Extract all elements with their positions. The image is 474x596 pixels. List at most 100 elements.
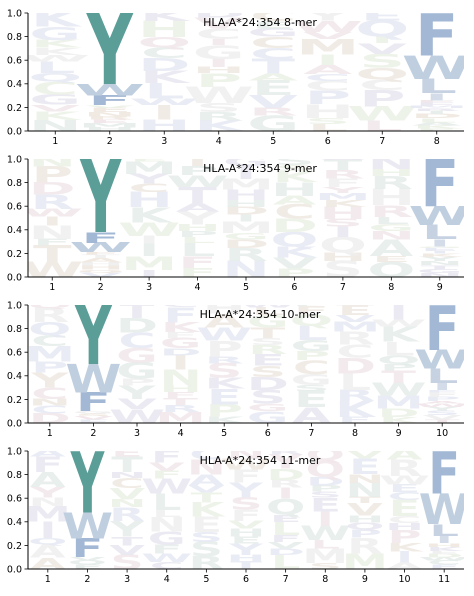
background-letter: S <box>249 336 286 347</box>
background-letter: P <box>31 358 68 376</box>
background-letter: V <box>273 255 317 272</box>
background-letter: D <box>223 237 270 251</box>
x-tick-label: 3 <box>161 136 167 147</box>
background-letter: L <box>180 239 216 260</box>
background-letter: Q <box>290 311 333 330</box>
background-letter: Y <box>268 451 303 473</box>
minor-letter: A <box>423 400 463 404</box>
background-letter: R <box>224 244 268 265</box>
x-tick-label: 3 <box>134 428 140 439</box>
background-letter: T <box>250 325 285 341</box>
plot-area: WTFNIWRDPNIMIIWKHCYMEFFLLPHYATWPINRDGMID… <box>21 154 465 283</box>
background-letter: H <box>319 203 366 223</box>
background-letter: P <box>32 162 73 188</box>
logo-letter-F: F <box>425 294 460 365</box>
background-letter: C <box>150 560 184 571</box>
background-letter: N <box>227 446 266 462</box>
x-tick-label: 2 <box>98 282 104 293</box>
background-letter: R <box>335 328 374 349</box>
y-tick-label: 0.0 <box>7 564 22 575</box>
y-tick-label: 1.0 <box>7 8 22 19</box>
logo-letter-F: F <box>415 2 458 70</box>
background-letter: V <box>347 449 383 461</box>
background-letter: C <box>110 476 144 492</box>
background-letter: A <box>188 472 224 490</box>
minor-letter: S <box>75 413 112 417</box>
background-letter: N <box>368 229 415 242</box>
x-tick-label: 1 <box>52 136 58 147</box>
background-letter: S <box>110 552 143 574</box>
background-letter: N <box>187 456 226 479</box>
background-letter: I <box>187 154 208 169</box>
background-letter: F <box>178 252 217 271</box>
background-letter: N <box>28 495 67 509</box>
background-letter: T <box>381 367 416 387</box>
background-letter: M <box>121 252 177 274</box>
background-letter: S <box>190 539 223 561</box>
background-letter: W <box>371 380 427 400</box>
background-letter: N <box>147 513 186 536</box>
background-letter: K <box>335 397 377 422</box>
background-letter: I <box>139 268 160 280</box>
x-tick-label: 8 <box>388 282 394 293</box>
background-letter: E <box>130 156 169 163</box>
background-letter: I <box>370 35 394 45</box>
minor-letter: K <box>426 546 464 553</box>
background-letter: L <box>144 79 185 103</box>
minor-letter: T <box>81 254 120 259</box>
logo-letter-F: F <box>72 533 104 563</box>
minor-letter: W <box>414 403 470 409</box>
minor-letter: E <box>428 563 460 570</box>
background-letter: M <box>296 35 359 60</box>
y-tick-label: 0.4 <box>7 79 22 90</box>
background-letter: T <box>163 396 198 408</box>
minor-letter: L <box>416 117 457 124</box>
x-tick-label: 5 <box>221 428 227 439</box>
background-letter: H <box>368 185 415 211</box>
minor-letter: S <box>424 409 461 416</box>
background-letter: N <box>346 479 385 501</box>
background-letter: I <box>235 162 256 183</box>
background-letter: I <box>316 52 340 69</box>
background-letter: C <box>304 72 351 83</box>
background-letter: M <box>373 392 424 412</box>
background-letter: S <box>305 116 351 126</box>
background-letter: W <box>21 258 83 283</box>
background-letter: C <box>118 329 155 354</box>
background-letter: E <box>349 455 381 479</box>
background-letter: I <box>39 517 56 543</box>
background-letter: C <box>32 79 79 99</box>
background-letter: D <box>29 179 76 199</box>
background-letter: Q <box>355 16 409 42</box>
minor-letter: W <box>419 557 470 562</box>
background-letter: F <box>270 533 302 544</box>
background-letter: F <box>338 415 373 425</box>
background-letter: A <box>249 72 298 83</box>
minor-letter: K <box>418 253 465 258</box>
x-tick-label: 1 <box>45 574 51 585</box>
background-letter: Q <box>28 536 67 546</box>
background-letter: K <box>379 415 421 425</box>
minor-letter: Q <box>77 269 125 273</box>
minor-letter: E <box>72 563 104 570</box>
minor-letter: F <box>81 252 120 256</box>
y-tick-label: 1.0 <box>7 446 22 457</box>
background-letter: C <box>304 78 351 94</box>
background-letter: Y <box>303 8 351 24</box>
panel-title: HLA-A*24:354 10-mer <box>200 308 321 321</box>
background-letter: D <box>271 215 318 237</box>
background-letter: K <box>31 46 83 57</box>
background-letter: V <box>149 460 185 474</box>
background-letter: G <box>116 359 158 385</box>
background-letter: W <box>109 406 165 428</box>
background-letter: Y <box>228 479 264 502</box>
background-letter: H <box>346 513 385 524</box>
y-tick-label: 0.4 <box>7 371 22 382</box>
background-letter: K <box>140 8 192 25</box>
background-letter: K <box>273 244 319 262</box>
background-letter: E <box>191 513 223 537</box>
background-letter: Y <box>30 485 66 502</box>
x-tick-label: 3 <box>146 282 152 293</box>
background-letter: Q <box>355 64 409 83</box>
